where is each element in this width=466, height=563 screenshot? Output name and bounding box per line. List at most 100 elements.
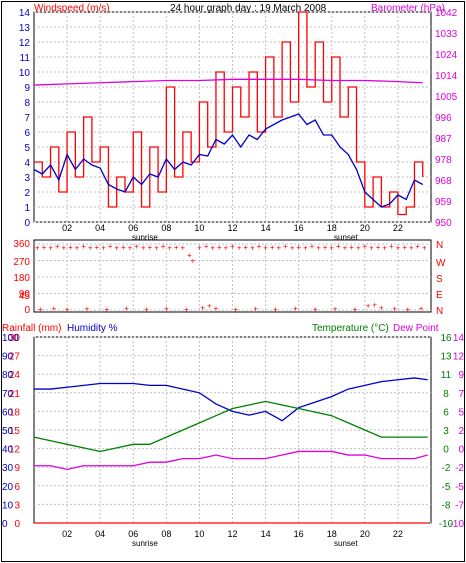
direction-marker: + xyxy=(224,244,229,253)
hour-tick-label: 16 xyxy=(294,223,304,233)
degree-tick-label: 45 xyxy=(19,291,31,302)
tick-label: 8 xyxy=(443,389,449,400)
compass-tick-label: N xyxy=(436,240,443,251)
tick-label: 40 xyxy=(2,445,14,456)
tick-label: 13 xyxy=(440,352,452,363)
tick-label: 11 xyxy=(20,53,31,64)
barometer-line xyxy=(33,78,423,86)
climate-panel-hour-labels: 02 04 06 08 10 12 14 16 18 20 22 xyxy=(62,529,403,539)
tick-label: 9 xyxy=(14,463,20,474)
tick-label: -5 xyxy=(455,482,464,493)
tick-label: 8 xyxy=(24,98,30,109)
direction-marker: + xyxy=(349,243,354,252)
direction-marker: + xyxy=(329,244,334,253)
wind-panel-series xyxy=(33,11,424,216)
hour-tick-label: 18 xyxy=(327,529,337,539)
tick-label: 1005 xyxy=(435,92,458,103)
tick-label: 0 xyxy=(24,218,30,229)
humidity-axis-title: Humidity % xyxy=(67,323,118,334)
direction-marker: + xyxy=(174,243,179,252)
direction-marker: + xyxy=(114,244,119,253)
direction-marker: + xyxy=(48,244,53,253)
hour-tick-label: 22 xyxy=(393,223,403,233)
degree-tick-label: 0 xyxy=(24,305,30,316)
tick-label: 959 xyxy=(435,197,452,208)
tick-label: 1042 xyxy=(435,8,458,19)
sunrise-label: sunrise xyxy=(132,233,158,242)
direction-marker: + xyxy=(409,244,414,253)
climate-panel-grid xyxy=(34,336,431,524)
direction-marker: + xyxy=(104,305,109,314)
tick-label: -10 xyxy=(439,519,454,530)
direction-marker: + xyxy=(81,242,86,251)
direction-marker: + xyxy=(250,244,255,253)
tick-label: -5 xyxy=(442,482,451,493)
sunset-label-bottom: sunset xyxy=(334,539,358,548)
hour-tick-label: 04 xyxy=(95,529,105,539)
tick-label: 100 xyxy=(2,333,19,344)
tick-label: 3 xyxy=(14,500,20,511)
tick-label: 10 xyxy=(2,500,14,511)
direction-marker: + xyxy=(263,244,268,253)
direction-marker: + xyxy=(230,242,235,251)
hour-tick-label: 08 xyxy=(161,223,171,233)
direction-marker: + xyxy=(233,305,238,314)
tick-label: -8 xyxy=(442,500,451,511)
tick-label: 1 xyxy=(24,203,30,214)
tick-label: 968 xyxy=(435,176,452,187)
direction-marker: + xyxy=(296,243,301,252)
tick-label: 18 xyxy=(9,407,21,418)
tick-label: 987 xyxy=(435,134,452,145)
direction-markers: + + + + + + + + + + + + + + + + + + + + + + ++++ + + + + + + + + + + + + + +… xyxy=(35,242,427,314)
direction-marker: + xyxy=(95,243,100,252)
direction-marker: + xyxy=(276,244,281,253)
average-wind-line xyxy=(33,113,424,208)
direction-marker: + xyxy=(362,242,367,251)
direction-marker: + xyxy=(190,257,195,266)
temperature-line xyxy=(33,400,428,453)
compass-tick-label: N xyxy=(436,306,443,317)
direction-marker: + xyxy=(154,244,159,253)
direction-marker: + xyxy=(134,242,139,251)
wind-panel-hour-labels: 02 04 06 08 10 12 14 16 18 20 22 xyxy=(62,223,403,233)
direction-marker: + xyxy=(343,244,348,253)
direction-marker: + xyxy=(184,305,189,314)
direction-marker: + xyxy=(108,242,113,251)
direction-marker: + xyxy=(75,244,80,253)
tick-label: 9 xyxy=(458,370,464,381)
direction-marker: + xyxy=(392,305,397,314)
tick-label: 20 xyxy=(2,482,14,493)
tick-label: 978 xyxy=(435,155,452,166)
tick-label: 90 xyxy=(2,352,14,363)
hour-tick-label: 20 xyxy=(360,529,370,539)
direction-marker: + xyxy=(237,244,242,253)
direction-marker: + xyxy=(42,243,47,252)
compass-tick-label: W xyxy=(436,258,446,269)
tick-label: -7 xyxy=(455,500,464,511)
temperature-tick-labels: -10 -8 -5 -2 0 3 6 8 11 13 16 xyxy=(439,333,454,530)
hour-tick-label: 06 xyxy=(128,223,138,233)
direction-marker: + xyxy=(369,244,374,253)
compass-tick-label: S xyxy=(436,274,443,285)
barometer-tick-labels: 950 959 968 978 987 996 1005 1014 1024 1033 1042 xyxy=(435,8,458,229)
hour-tick-label: 18 xyxy=(327,223,337,233)
windspeed-line xyxy=(34,11,424,216)
direction-marker: + xyxy=(376,243,381,252)
direction-marker: + xyxy=(303,244,308,253)
direction-marker: + xyxy=(310,242,315,251)
hour-tick-label: 12 xyxy=(227,223,237,233)
tick-label: 4 xyxy=(24,158,30,169)
direction-marker: + xyxy=(323,243,328,252)
tick-label: 60 xyxy=(2,407,14,418)
hour-tick-label: 22 xyxy=(393,529,403,539)
direction-marker: + xyxy=(181,244,186,253)
tick-label: 6 xyxy=(14,482,20,493)
direction-marker: + xyxy=(389,242,394,251)
sunrise-label-bottom: sunrise xyxy=(132,539,158,548)
direction-marker: + xyxy=(207,301,212,310)
rainfall-tick-labels: 0 3 6 9 12 15 18 21 24 27 30 xyxy=(9,333,21,530)
